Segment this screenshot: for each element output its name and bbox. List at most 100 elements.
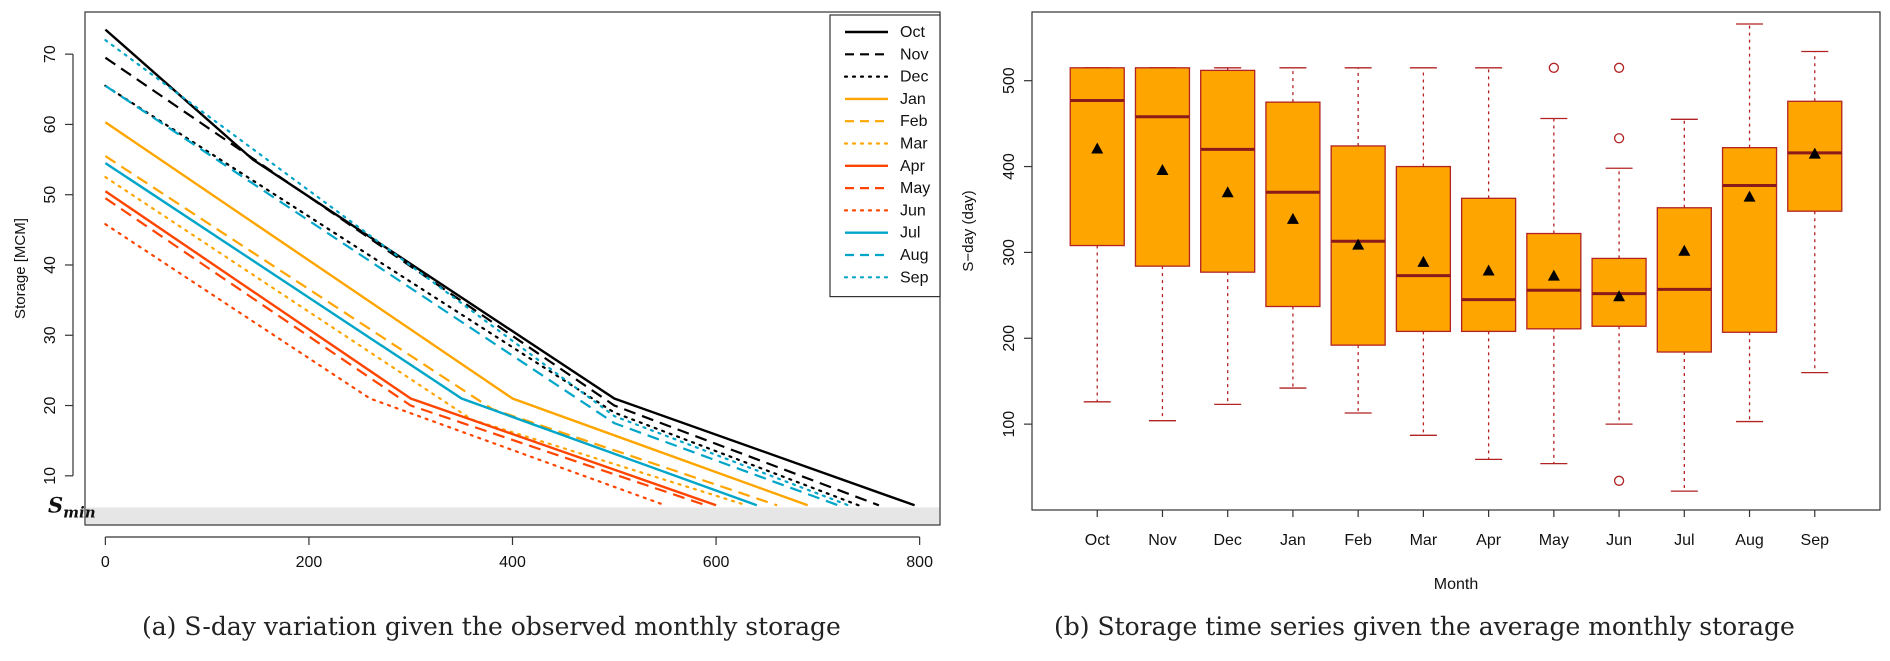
legend-label-jul: Jul	[900, 225, 920, 242]
x-tick-label: Mar	[1410, 532, 1438, 549]
series-line-sep	[104, 38, 850, 507]
series-line-jan	[104, 121, 809, 507]
mean-marker	[1286, 212, 1299, 224]
box	[1721, 147, 1778, 333]
legend-label-aug: Aug	[900, 247, 928, 264]
x-tick-label: 800	[906, 554, 933, 571]
x-tick-label: May	[1539, 532, 1569, 549]
mean-marker	[1091, 142, 1104, 154]
x-tick-label: 200	[296, 554, 323, 571]
y-tick-label: 200	[1001, 325, 1018, 352]
caption-b: (b) Storage time series given the averag…	[1054, 612, 1795, 641]
y-tick-label: 50	[42, 186, 59, 204]
x-tick-label: Dec	[1213, 532, 1241, 549]
y-tick-label: 30	[42, 326, 59, 344]
smin-label: Smin	[48, 492, 96, 521]
x-tick-label: Feb	[1344, 532, 1372, 549]
box-group-sep	[1787, 50, 1843, 374]
y-tick-label: 500	[1001, 67, 1018, 94]
mean-marker	[1482, 264, 1495, 276]
x-tick-label: Jan	[1280, 532, 1306, 549]
x-tick-label: Jun	[1606, 532, 1632, 549]
series-line-apr	[104, 190, 717, 507]
y-tick-label: 400	[1001, 153, 1018, 180]
series-line-jul	[104, 162, 758, 507]
box	[1395, 165, 1452, 333]
legend-label-sep: Sep	[900, 269, 929, 286]
y-tick-label: 60	[42, 115, 59, 133]
series-line-nov	[104, 56, 880, 507]
x-tick-label: 400	[499, 554, 526, 571]
box-group-nov	[1134, 67, 1191, 422]
box-group-mar	[1395, 67, 1452, 436]
legend-label-dec: Dec	[900, 69, 928, 86]
plot-frame	[84, 11, 941, 526]
series-line-feb	[104, 155, 778, 507]
outlier-point	[1613, 475, 1625, 486]
legend-label-feb: Feb	[900, 113, 928, 130]
x-tick-label: Oct	[1085, 532, 1110, 549]
x-tick-label: 0	[101, 554, 110, 571]
y-tick-label: 20	[42, 397, 59, 415]
mean-marker	[1156, 163, 1169, 175]
y-axis-label: S−day (day)	[960, 190, 977, 271]
series-line-may	[104, 197, 707, 507]
x-tick-label: Aug	[1735, 532, 1763, 549]
series-line-dec	[104, 84, 860, 507]
series-line-jun	[104, 223, 667, 507]
mean-marker	[1678, 244, 1691, 256]
y-axis-label: Storage [MCM]	[12, 218, 29, 319]
x-axis-label: Month	[1434, 576, 1478, 593]
box	[1200, 69, 1256, 273]
box-chart: 100 200 300 400 500 S−day (day) Oct Nov Dec Jan Fe…	[960, 11, 1881, 593]
x-tick-label: 600	[703, 554, 730, 571]
mean-marker	[1613, 290, 1626, 302]
series-line-oct	[104, 28, 916, 507]
legend-label-jan: Jan	[900, 91, 926, 108]
caption-a: (a) S-day variation given the observed m…	[142, 612, 841, 641]
y-tick-label: 40	[42, 256, 59, 274]
box	[1265, 101, 1321, 308]
y-tick-label: 100	[1001, 411, 1018, 438]
smin-band	[86, 507, 939, 525]
box-group-jun	[1591, 62, 1647, 486]
box-group-feb	[1330, 67, 1386, 414]
box-group-apr	[1460, 67, 1517, 460]
box-group-may	[1526, 62, 1582, 465]
y-tick-label: 300	[1001, 239, 1018, 266]
outlier-point	[1613, 62, 1625, 73]
mean-marker	[1547, 269, 1560, 281]
panel-b: 100 200 300 400 500 S−day (day) Oct Nov Dec Jan Fe…	[960, 0, 1890, 661]
mean-marker	[1221, 186, 1234, 198]
series-line-aug	[104, 84, 839, 507]
legend-label-oct: Oct	[900, 24, 925, 41]
legend-label-mar: Mar	[900, 136, 928, 153]
mean-marker	[1743, 190, 1756, 202]
outlier-point	[1548, 62, 1559, 73]
x-tick-label: Apr	[1476, 532, 1502, 549]
outlier-point	[1613, 133, 1625, 144]
plot-frame	[1031, 11, 1881, 511]
mean-marker	[1808, 147, 1821, 159]
x-tick-label: Jul	[1674, 532, 1694, 549]
x-tick-label: Nov	[1148, 532, 1176, 549]
y-tick-label: 10	[42, 467, 59, 485]
legend-box	[829, 14, 941, 298]
panel-a: 0200400600800Days10203040506070Storage […	[12, 11, 941, 571]
box-group-jul	[1656, 118, 1712, 492]
legend-label-nov: Nov	[900, 46, 928, 63]
box	[1526, 232, 1582, 330]
box	[1069, 67, 1125, 247]
line-chart: 0200400600800Days10203040506070Storage […	[12, 11, 941, 571]
box-group-jan	[1265, 67, 1321, 389]
y-tick-label: 70	[42, 45, 59, 63]
box	[1656, 207, 1712, 353]
legend-label-jun: Jun	[900, 202, 926, 219]
box-group-aug	[1721, 23, 1778, 423]
legend-label-may: May	[900, 180, 930, 197]
x-tick-label: Sep	[1801, 532, 1830, 549]
mean-marker	[1352, 238, 1365, 250]
mean-marker	[1417, 255, 1430, 267]
box-group-dec	[1200, 67, 1256, 406]
box-group-oct	[1069, 67, 1125, 403]
